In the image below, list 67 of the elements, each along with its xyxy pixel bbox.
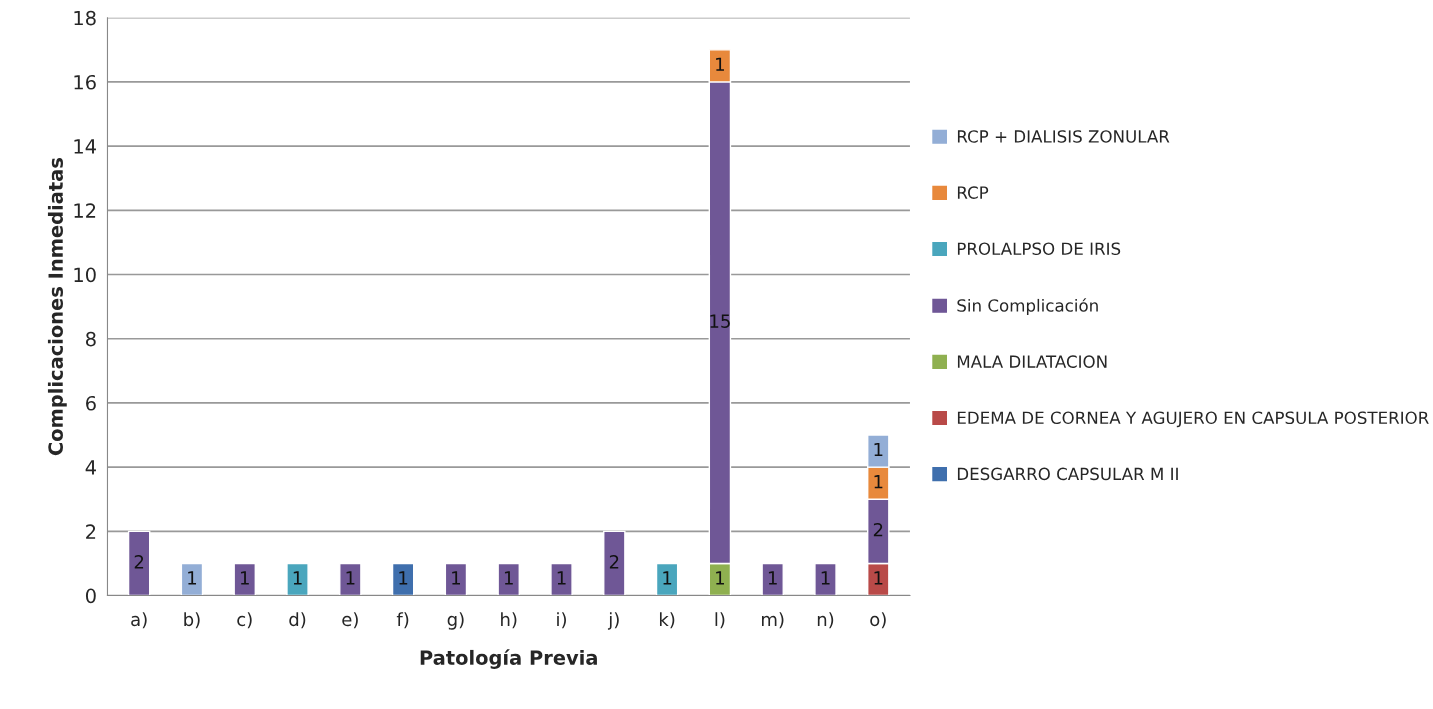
data-label: 1 [663, 571, 672, 585]
data-label: 1 [504, 571, 513, 585]
data-label: 2 [873, 522, 883, 537]
y-tick-label: 0 [85, 588, 96, 604]
bar [127, 530, 151, 596]
bar [603, 530, 626, 596]
x-tick-label: d) [289, 612, 306, 629]
y-tick-label: 10 [74, 267, 96, 283]
legend-label: MALA DILATACION [957, 355, 1107, 368]
x-tick-label: o) [870, 612, 886, 629]
data-label: 1 [716, 57, 724, 71]
data-label: 1 [240, 571, 249, 585]
data-label: 1 [874, 571, 883, 585]
y-tick-label: 2 [86, 524, 96, 539]
legend-label: PROLALPSO DE IRIS [957, 242, 1121, 256]
x-tick-label: l) [715, 612, 725, 629]
y-tick-label: 6 [86, 395, 96, 411]
x-tick-label: b) [184, 612, 200, 629]
x-tick-label: a) [131, 612, 147, 629]
data-label: 1 [557, 571, 566, 585]
y-tick-label: 18 [74, 10, 96, 26]
data-label: 1 [821, 571, 830, 585]
bar [814, 562, 837, 596]
data-label: 15 [710, 314, 730, 328]
y-tick-label: 16 [74, 74, 96, 90]
legend-label: RCP + DIALISIS ZONULAR [957, 130, 1170, 143]
data-label: 1 [452, 571, 460, 585]
x-tick-label: g) [447, 612, 464, 630]
data-label: 1 [874, 442, 883, 457]
y-tick-label: 14 [74, 139, 96, 154]
x-tick-label: h) [501, 612, 517, 629]
bar [497, 562, 520, 596]
data-label: 1 [716, 571, 724, 585]
x-tick-label: m) [762, 612, 784, 629]
x-tick-label: i) [557, 612, 566, 629]
legend-label: DESGARRO CAPSULAR M II [957, 467, 1178, 481]
bar [286, 562, 309, 596]
x-tick-label: f) [396, 612, 409, 629]
x-tick-label: n) [817, 612, 834, 629]
y-tick-label: 12 [74, 203, 96, 218]
x-tick-label: e) [342, 612, 358, 629]
bar [339, 562, 362, 596]
bar [550, 562, 573, 596]
y-tick-label: 4 [85, 460, 96, 475]
data-label: 2 [609, 555, 619, 569]
bar [655, 562, 679, 596]
bar [233, 562, 256, 596]
legend-label: EDEMA DE CORNEA Y AGUJERO EN CAPSULA POSTERIOR [957, 411, 1429, 428]
data-label: 1 [768, 571, 777, 585]
bar [391, 562, 415, 596]
data-label: 1 [293, 571, 302, 585]
y-axis-title: Complicaciones Inmediatas [47, 158, 67, 456]
bar [444, 562, 468, 596]
x-tick-label: j) [607, 612, 619, 630]
data-label: 1 [346, 571, 355, 585]
data-label: 1 [188, 571, 197, 585]
x-axis-title: Patología Previa [420, 649, 597, 669]
bar [180, 562, 204, 596]
legend-label: RCP [957, 186, 989, 199]
x-tick-label: k) [659, 612, 675, 629]
data-label: 1 [399, 571, 408, 585]
data-label: 2 [134, 555, 144, 569]
x-tick-label: c) [237, 612, 252, 629]
legend-label: Sin Complicación [957, 298, 1098, 316]
data-label: 1 [874, 475, 883, 489]
y-tick-label: 8 [86, 331, 96, 347]
bar [761, 562, 784, 596]
